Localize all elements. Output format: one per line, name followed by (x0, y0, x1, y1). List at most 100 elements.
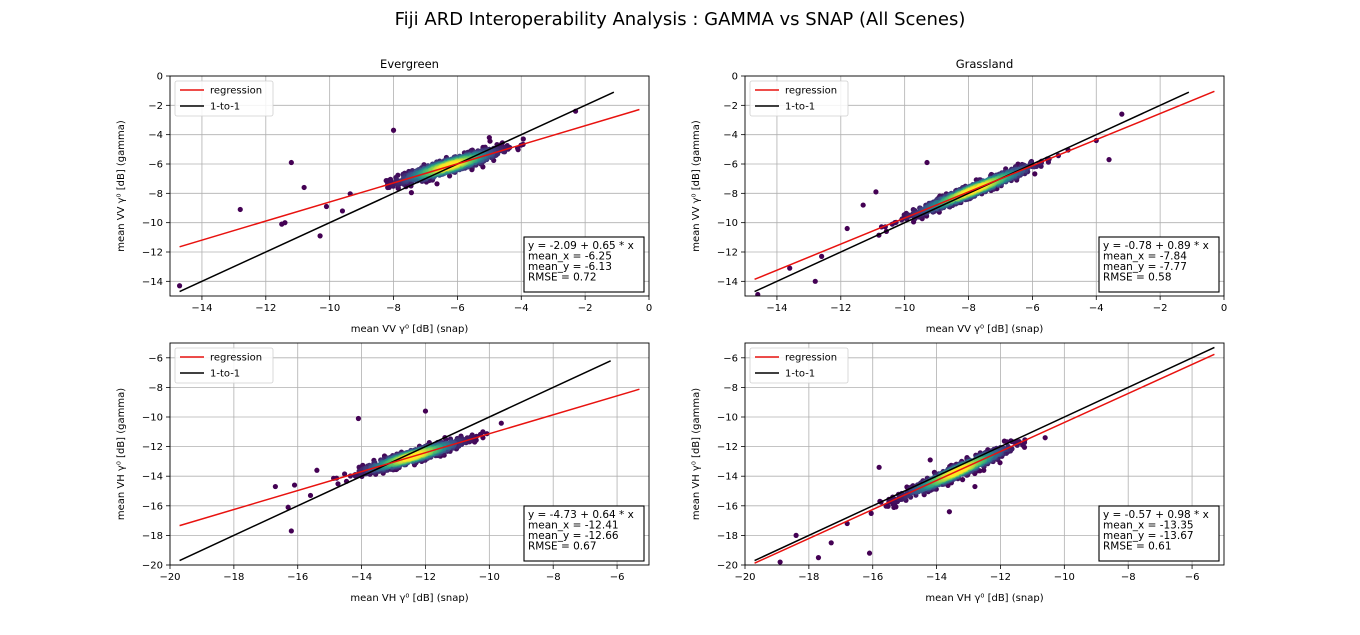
legend-one-to-one-label: 1-to-1 (210, 102, 240, 113)
y-tick-label: −8 (148, 383, 163, 394)
y-tick-label: −8 (723, 383, 738, 394)
outlier-point (282, 220, 288, 226)
x-tick-label: −16 (862, 572, 883, 583)
y-tick-label: −4 (723, 130, 738, 141)
y-tick-label: 0 (157, 72, 163, 83)
scatter-point (447, 173, 453, 179)
outlier-point (1042, 435, 1048, 441)
y-tick-label: −14 (142, 277, 163, 288)
x-tick-label: −14 (351, 572, 372, 583)
y-tick-label: −10 (717, 218, 738, 229)
outlier-point (285, 504, 291, 510)
outlier-point (486, 135, 492, 141)
scatter-point (1032, 171, 1038, 177)
legend: regression 1-to-1 (174, 80, 274, 117)
y-tick-label: −2 (148, 101, 163, 112)
legend-regression-label: regression (785, 353, 837, 364)
legend-regression-label: regression (210, 86, 262, 97)
scatter-point (868, 510, 874, 516)
y-tick-label: −14 (717, 472, 738, 483)
x-tick-label: −6 (1185, 572, 1200, 583)
y-tick-label: −18 (142, 531, 163, 542)
y-tick-label: −12 (142, 442, 163, 453)
stats-line: y = -2.09 + 0.65 * x (528, 240, 634, 252)
scatter-point (498, 420, 504, 426)
scatter-point (342, 471, 348, 477)
y-tick-label: −12 (717, 442, 738, 453)
legend-one-to-one-label: 1-to-1 (785, 102, 815, 113)
outlier-point (815, 555, 822, 561)
x-axis-label: mean VH γ⁰ [dB] (snap) (350, 593, 468, 604)
x-tick-label: −6 (1025, 303, 1040, 314)
outlier-point (422, 408, 429, 414)
x-tick-label: −6 (450, 303, 465, 314)
scatter-points (777, 435, 1048, 565)
y-tick-label: −6 (148, 353, 163, 364)
panel-4: −20 −18 −16 −14 −12 −10 −8 −6 −20 −18 −16 −14 −12 −10… (691, 342, 1225, 604)
outlier-point (876, 464, 882, 470)
outlier-point (819, 253, 825, 259)
outlier-point (272, 483, 278, 490)
stats-line: mean_x = -12.41 (528, 520, 619, 532)
stats-line: mean_x = -13.35 (1103, 520, 1194, 532)
outlier-point (972, 483, 978, 490)
y-tick-label: −6 (723, 160, 738, 171)
outlier-point (323, 203, 330, 210)
y-tick-label: −12 (142, 248, 163, 259)
outlier-point (307, 492, 314, 499)
x-tick-label: −10 (1054, 572, 1075, 583)
y-tick-label: −20 (717, 561, 738, 572)
stats-line: mean_x = -6.25 (528, 251, 612, 263)
x-tick-label: −4 (514, 303, 529, 314)
regression-line (754, 90, 1215, 281)
one-to-one-line (754, 346, 1215, 562)
legend-regression-label: regression (210, 353, 262, 364)
x-tick-label: −2 (1153, 303, 1168, 314)
stats-line: y = -4.73 + 0.64 * x (528, 509, 634, 521)
y-tick-label: −10 (142, 413, 163, 424)
scatter-point (408, 190, 414, 196)
axes-frame (744, 75, 1225, 297)
outlier-point (828, 540, 834, 546)
x-axis-label: mean VV γ⁰ [dB] (snap) (351, 324, 469, 335)
x-tick-label: −12 (255, 303, 276, 314)
x-tick-label: −18 (223, 572, 244, 583)
x-tick-label: −20 (159, 572, 180, 583)
stats-line: mean_y = -12.66 (528, 530, 619, 542)
stats-line: mean_y = -6.13 (528, 261, 612, 273)
x-axis-label: mean VH γ⁰ [dB] (snap) (925, 593, 1043, 604)
y-axis-label: mean VV γ⁰ [dB] (gamma) (116, 120, 127, 252)
y-tick-label: −8 (148, 189, 163, 200)
panel-3: −20 −18 −16 −14 −12 −10 −8 −6 −20 −18 −16 −14 −12 −10… (116, 342, 650, 604)
scatter-point (520, 136, 526, 142)
outlier-point (1119, 111, 1125, 117)
outlier-point (787, 265, 793, 271)
outlier-point (793, 532, 799, 539)
y-tick-label: −6 (148, 160, 163, 171)
x-tick-label: −16 (287, 572, 308, 583)
regression-line (754, 353, 1215, 564)
y-tick-label: −4 (148, 130, 163, 141)
outlier-point (927, 457, 933, 463)
stats-line: RMSE = 0.58 (1103, 272, 1172, 284)
x-axis-label: mean VV γ⁰ [dB] (snap) (926, 324, 1044, 335)
outlier-point (866, 550, 873, 556)
outlier-point (844, 225, 850, 232)
x-tick-label: −2 (578, 303, 593, 314)
y-tick-label: −2 (723, 101, 738, 112)
x-tick-label: 0 (1221, 303, 1227, 314)
legend-regression-label: regression (785, 86, 837, 97)
panel-title: Grassland (956, 57, 1014, 71)
outlier-point (1106, 157, 1112, 163)
outlier-point (301, 184, 307, 191)
outlier-point (812, 278, 818, 284)
legend: regression 1-to-1 (174, 347, 274, 384)
axes-frame (744, 342, 1225, 566)
stats-line: y = -0.78 + 0.89 * x (1103, 240, 1209, 252)
y-tick-label: −20 (142, 561, 163, 572)
y-tick-label: −10 (142, 218, 163, 229)
y-tick-label: −18 (717, 531, 738, 542)
panel-2: −14 −12 −10 −8 −6 −4 −2 0 −14 −12 −10 −8 −6 −4 −2 0 mean… (691, 57, 1227, 335)
